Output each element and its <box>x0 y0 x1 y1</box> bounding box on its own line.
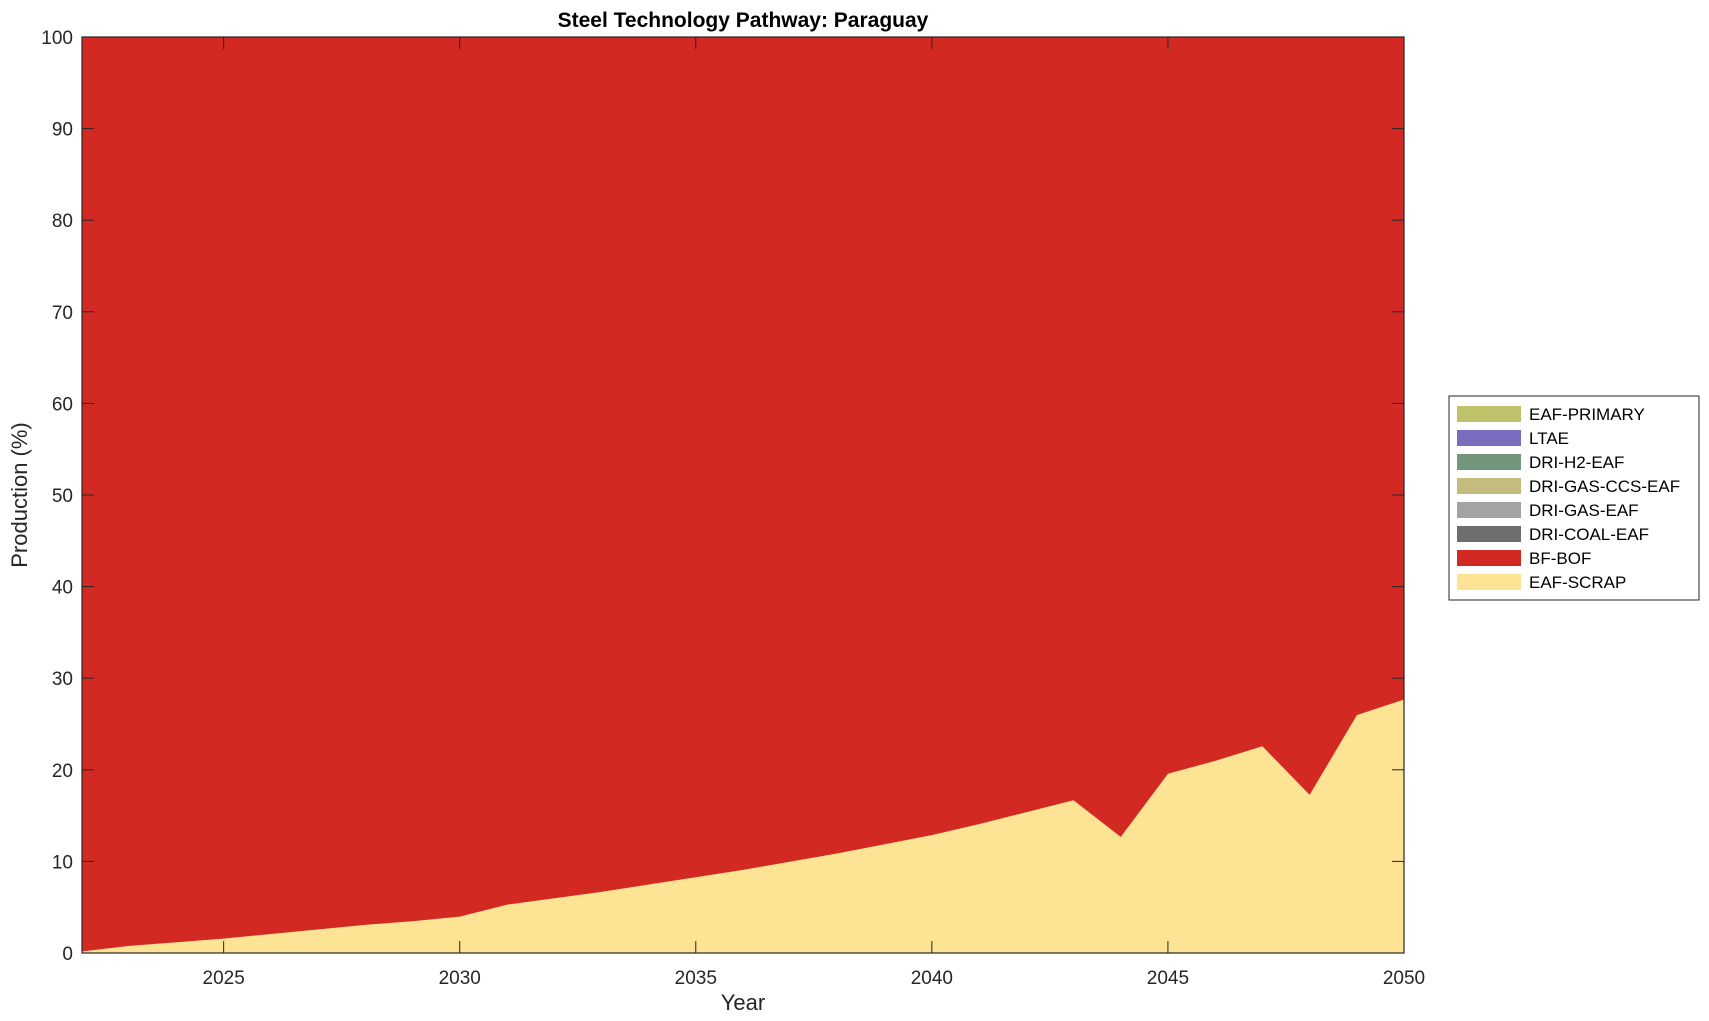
y-tick-label: 60 <box>52 394 73 415</box>
y-tick-label: 70 <box>52 303 73 324</box>
legend-swatch <box>1457 574 1521 590</box>
legend-label: DRI-H2-EAF <box>1529 453 1624 472</box>
legend-label: EAF-PRIMARY <box>1529 405 1645 424</box>
legend-label: DRI-GAS-CCS-EAF <box>1529 477 1680 496</box>
y-tick-label: 50 <box>52 486 73 507</box>
x-tick-label: 2030 <box>439 968 481 989</box>
legend-swatch <box>1457 406 1521 422</box>
x-axis-label: Year <box>721 990 765 1015</box>
legend-swatch <box>1457 502 1521 518</box>
y-tick-label: 30 <box>52 669 73 690</box>
legend: EAF-PRIMARY LTAE DRI-H2-EAF DRI-GAS-CCS-EAF… <box>1448 395 1700 601</box>
legend-swatch <box>1457 454 1521 470</box>
legend-label: BF-BOF <box>1529 549 1591 568</box>
y-axis-label: Production (%) <box>7 422 32 568</box>
legend-label: DRI-GAS-EAF <box>1529 501 1639 520</box>
legend-swatch <box>1457 526 1521 542</box>
area-series-group <box>81 36 1405 954</box>
y-tick-label: 100 <box>41 28 73 49</box>
y-tick-label: 0 <box>62 944 73 965</box>
legend-label: EAF-SCRAP <box>1529 573 1626 592</box>
x-tick-label: 2035 <box>675 968 717 989</box>
x-tick-label: 2050 <box>1383 968 1425 989</box>
y-tick-label: 40 <box>52 578 73 599</box>
x-tick-label: 2040 <box>911 968 953 989</box>
legend-frame <box>1448 395 1700 601</box>
legend-label: LTAE <box>1529 429 1569 448</box>
y-tick-label: 90 <box>52 120 73 141</box>
legend-swatch <box>1457 430 1521 446</box>
y-tick-label: 20 <box>52 761 73 782</box>
y-tick-label: 10 <box>52 852 73 873</box>
chart-title: Steel Technology Pathway: Paraguay <box>558 9 929 32</box>
x-tick-label: 2025 <box>203 968 245 989</box>
x-tick-label: 2045 <box>1147 968 1189 989</box>
legend-swatch <box>1457 478 1521 494</box>
y-tick-label: 80 <box>52 211 73 232</box>
legend-label: DRI-COAL-EAF <box>1529 525 1649 544</box>
legend-swatch <box>1457 550 1521 566</box>
